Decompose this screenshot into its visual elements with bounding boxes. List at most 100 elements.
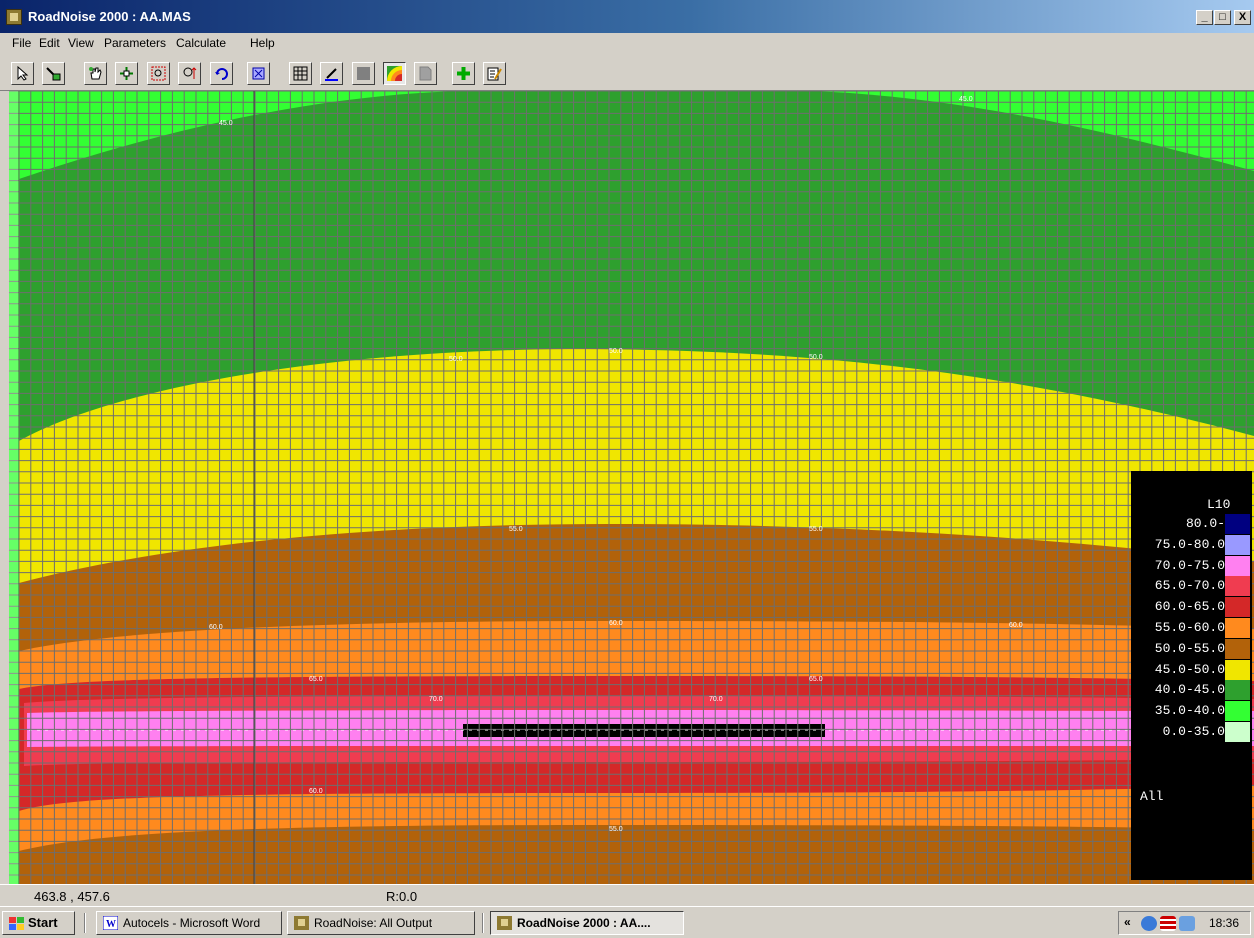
word-icon: W (103, 916, 118, 930)
fill-button[interactable] (352, 62, 375, 85)
legend-swatch (1225, 534, 1250, 555)
language-flag-icon[interactable] (1160, 916, 1176, 931)
maximize-button[interactable]: □ (1214, 10, 1231, 25)
legend-swatch (1225, 680, 1250, 701)
svg-text:W: W (106, 919, 116, 930)
legend-label: 45.0-50.0 (1154, 661, 1225, 677)
legend-row: 50.0-55.0 (1131, 638, 1252, 659)
legend-swatch (1225, 555, 1250, 576)
start-label: Start (28, 915, 58, 930)
contour-label-65-a: 65.0 (309, 676, 323, 683)
roadnoise-icon (294, 916, 309, 930)
select-receiver-button[interactable] (42, 62, 65, 85)
taskbar-separator (482, 913, 484, 933)
network-globe-icon[interactable] (1141, 916, 1157, 931)
zoom-window-button[interactable] (147, 62, 170, 85)
legend-swatch (1225, 701, 1250, 722)
band-50-55-lower (19, 825, 1254, 884)
menu-bar: File Edit View Parameters Calculate Help (0, 33, 1254, 55)
task-roadnoise-output[interactable]: RoadNoise: All Output (287, 911, 475, 935)
legend-row: 75.0-80.0 (1131, 534, 1252, 555)
contour-label-70-b: 70.0 (709, 696, 723, 703)
toolbar (0, 55, 1254, 91)
roadnoise-app-icon[interactable] (6, 9, 22, 25)
task-roadnoise-main[interactable]: RoadNoise 2000 : AA.... (490, 911, 684, 935)
hand-pan-icon (89, 67, 102, 80)
rotate-icon (215, 68, 228, 80)
legend-row: 40.0-45.0 (1131, 679, 1252, 701)
legend-label: 35.0-40.0 (1154, 703, 1225, 719)
legend-swatch (1225, 722, 1250, 742)
legend-label: 0.0-35.0 (1162, 724, 1225, 739)
legend-filter-all: All (1140, 789, 1164, 804)
minimize-button[interactable]: _ (1196, 10, 1213, 25)
close-button[interactable]: X (1234, 10, 1251, 25)
contour-label-55-b: 55.0 (809, 526, 823, 533)
zoom-window-icon (151, 66, 166, 81)
start-button[interactable]: Start (2, 911, 75, 935)
menu-edit[interactable]: Edit (39, 36, 60, 50)
select-arrow-button[interactable] (11, 62, 34, 85)
legend-label: 75.0-80.0 (1154, 536, 1225, 552)
move-button[interactable] (115, 62, 138, 85)
page-icon (419, 66, 432, 81)
menu-help[interactable]: Help (250, 36, 275, 50)
legend-label: 40.0-45.0 (1154, 682, 1225, 698)
contour-map[interactable]: 45.0 45.0 50.0 50.0 50.0 55.0 55.0 60.0 … (9, 91, 1254, 884)
taskbar-separator (84, 913, 86, 933)
left-ruler (9, 91, 18, 884)
move-icon (120, 67, 133, 80)
menu-parameters[interactable]: Parameters (104, 36, 167, 50)
legend-label: 55.0-60.0 (1154, 620, 1225, 635)
legend-label: 60.0-65.0 (1154, 599, 1225, 615)
status-bar: 463.8 , 457.6 R:0.0 (0, 884, 1254, 906)
grid-button[interactable] (289, 62, 312, 85)
contour-label-60-a: 60.0 (209, 624, 223, 631)
taskbar: Start W Autocels - Microsoft Word RoadNo… (0, 906, 1254, 938)
rotate-button[interactable] (210, 62, 233, 85)
connection-warning-icon[interactable] (1179, 916, 1195, 931)
menu-calculate[interactable]: Calculate (176, 36, 227, 50)
draw-road-icon (325, 68, 338, 81)
legend-title: L10 (1207, 497, 1231, 512)
contour-label-60-c: 60.0 (1009, 622, 1023, 629)
task-label: RoadNoise 2000 : AA.... (517, 916, 651, 930)
contour-label-45-top-right: 45.0 (959, 96, 973, 103)
legend-row: 45.0-50.0 (1131, 659, 1252, 680)
fit-view-button[interactable] (247, 62, 270, 85)
draw-road-button[interactable] (320, 62, 343, 85)
contour-map-canvas[interactable]: 45.0 45.0 50.0 50.0 50.0 55.0 55.0 60.0 … (9, 91, 1254, 884)
title-bar[interactable]: RoadNoise 2000 : AA.MAS _ □ X (0, 0, 1254, 33)
menu-file[interactable]: File (12, 36, 32, 50)
legend-label: 70.0-75.0 (1154, 557, 1225, 573)
roadnoise-icon (497, 916, 512, 930)
clock: 18:36 (1209, 916, 1240, 930)
menu-view[interactable]: View (68, 36, 94, 50)
legend-panel: L10 80.0- 75.0-80.0 70.0-75.0 65.0-70.0 60.0… (1131, 471, 1252, 880)
task-label: RoadNoise: All Output (314, 916, 433, 930)
contour-label-65-b: 65.0 (809, 676, 823, 683)
page-button[interactable] (414, 62, 437, 85)
contour-button[interactable] (383, 62, 406, 85)
contour-label-45-top: 45.0 (219, 120, 233, 127)
select-receiver-icon (46, 67, 61, 81)
hand-pan-button[interactable] (84, 62, 107, 85)
contour-label-70-a: 70.0 (429, 696, 443, 703)
task-autocels-word[interactable]: W Autocels - Microsoft Word (96, 911, 282, 935)
window-title: RoadNoise 2000 : AA.MAS (28, 9, 191, 24)
contour-label-60-lower: 60.0 (309, 788, 323, 795)
legend-row: 55.0-60.0 (1131, 617, 1252, 638)
fill-icon (357, 67, 370, 80)
contour-label-50-c: 50.0 (809, 354, 823, 361)
fit-view-icon (252, 67, 265, 80)
add-button[interactable] (452, 62, 475, 85)
legend-row: 0.0-35.0 (1131, 721, 1252, 742)
legend-row: 65.0-70.0 (1131, 575, 1252, 597)
grid-icon (293, 66, 308, 81)
tray-expand-icon[interactable]: « (1124, 915, 1131, 929)
zoom-in-out-button[interactable] (178, 62, 201, 85)
legend-row: 35.0-40.0 (1131, 700, 1252, 722)
edit-properties-icon (487, 67, 502, 81)
edit-properties-button[interactable] (483, 62, 506, 85)
legend-label: 50.0-55.0 (1154, 640, 1225, 656)
